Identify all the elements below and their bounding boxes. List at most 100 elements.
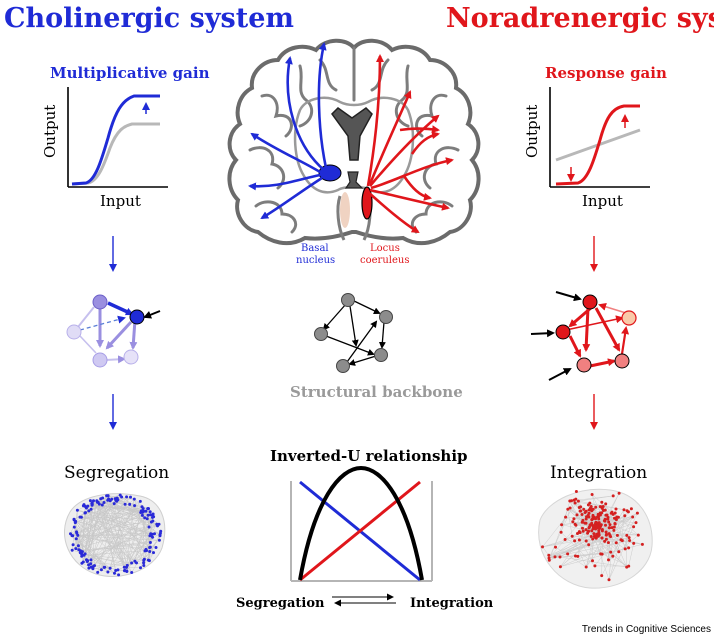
integration-graph-node (586, 530, 590, 534)
integration-graph-node (559, 530, 563, 534)
left-x-axis-label: Input (100, 192, 141, 210)
segregation-graph-node (75, 531, 79, 535)
segregation-network-graph (64, 493, 166, 577)
segregation-graph-node (74, 547, 78, 551)
integration-graph-node (599, 552, 603, 556)
integration-graph-node (600, 500, 604, 504)
integration-graph-node (607, 558, 610, 562)
integration-graph-node (563, 538, 567, 541)
inverted-u-curve (298, 465, 424, 581)
segregation-graph-node (93, 564, 96, 568)
integration-graph-node (581, 518, 585, 522)
integration-graph-node (600, 536, 604, 540)
noradrenergic-projections (366, 54, 454, 234)
integration-graph-node (627, 536, 631, 540)
segregation-graph-node (130, 571, 134, 574)
segregation-graph-node (87, 566, 91, 570)
integration-graph-node (554, 545, 557, 549)
response-gain-plot: Response gain Output Input (523, 64, 667, 210)
integration-graph-node (576, 554, 580, 558)
locus-coeruleus-stem (361, 186, 373, 220)
segregation-graph-node (133, 504, 137, 508)
segregation-graph-node (148, 510, 152, 514)
segregation-graph-node (159, 529, 163, 533)
segregation-graph-node (144, 509, 148, 513)
integration-graph-node (553, 555, 557, 559)
integration-graph-node (582, 507, 586, 511)
integration-graph-node (604, 513, 608, 517)
integration-graph-node (575, 513, 579, 517)
integration-graph-node (566, 552, 570, 556)
segregation-graph-node (133, 559, 137, 563)
segregation-graph-node (102, 501, 106, 504)
noradrenergic-title: Noradrenergic system (446, 3, 714, 34)
integration-graph-node (590, 493, 594, 496)
integration-graph-node (581, 529, 585, 533)
segregation-graph-node (79, 515, 83, 519)
inverted-u-plot (290, 465, 433, 582)
integration-graph-node (615, 515, 619, 519)
segregation-graph-node (99, 568, 103, 572)
integration-network-graph (538, 488, 653, 589)
segregation-graph-node (146, 513, 150, 517)
integration-graph-node (608, 523, 612, 527)
gain-curve (71, 94, 160, 186)
integration-graph-node (576, 499, 580, 503)
node (92, 352, 108, 368)
integration-graph-node (631, 515, 635, 519)
integration-graph-node (610, 526, 614, 530)
segregation-graph-node (83, 504, 87, 508)
integration-graph-node (574, 523, 578, 527)
segregation-graph-node (106, 494, 110, 498)
integration-graph-node (584, 509, 588, 513)
segregation-graph-node (142, 564, 146, 567)
segregation-graph-node (88, 499, 92, 503)
integration-graph-node (617, 550, 621, 554)
integration-graph-node (568, 506, 572, 510)
integration-graph-node (594, 505, 598, 509)
integration-graph-node (604, 502, 608, 506)
integration-graph-node (572, 517, 576, 521)
segregation-graph-node (138, 499, 142, 503)
segregation-graph-node (71, 543, 75, 547)
segregation-graph-node (114, 569, 118, 572)
segregation-graph-node (148, 546, 152, 549)
segregation-graph-node (145, 517, 149, 521)
integration-graph-node (581, 526, 584, 530)
integration-graph-node (612, 528, 616, 532)
integration-graph-node (603, 539, 607, 543)
integration-graph-node (584, 539, 588, 543)
integration-graph-node (597, 521, 601, 525)
locus-coeruleus-label-1: Locus (370, 243, 400, 254)
segregation-graph-node (115, 496, 119, 500)
segregation-graph-node (139, 511, 143, 514)
segregation-graph-node (84, 511, 87, 515)
segregation-graph-node (130, 561, 134, 565)
integration-graph-node (583, 521, 587, 525)
basal-nucleus-label-1: Basal (301, 243, 329, 254)
integration-graph-node (547, 558, 551, 562)
segregation-graph-node (92, 499, 95, 503)
integration-graph-node (576, 532, 579, 535)
segregation-graph-node (106, 570, 110, 574)
integration-graph-node (547, 553, 551, 557)
integration-graph-node (617, 491, 621, 495)
basal-nucleus-stem (340, 192, 350, 228)
integration-graph-node (604, 530, 608, 534)
segregation-graph-node (108, 566, 112, 570)
segregation-label: Segregation (64, 463, 169, 483)
segregation-graph-node (89, 562, 93, 566)
baseline-curve (71, 122, 160, 186)
integration-graph-node (570, 534, 574, 538)
integration-graph-node (611, 494, 615, 498)
integration-graph-node (580, 513, 584, 516)
integration-graph-node (588, 501, 592, 505)
integration-graph-node (596, 512, 600, 516)
left-y-axis-label: Output (41, 105, 59, 158)
integration-graph-node (560, 523, 564, 527)
integration-graph-node (623, 547, 627, 551)
integration-graph-node (592, 532, 596, 536)
segregation-graph-node (113, 571, 116, 575)
bidirectional-arrow-icon (332, 593, 396, 607)
integration-graph-node (636, 533, 640, 537)
